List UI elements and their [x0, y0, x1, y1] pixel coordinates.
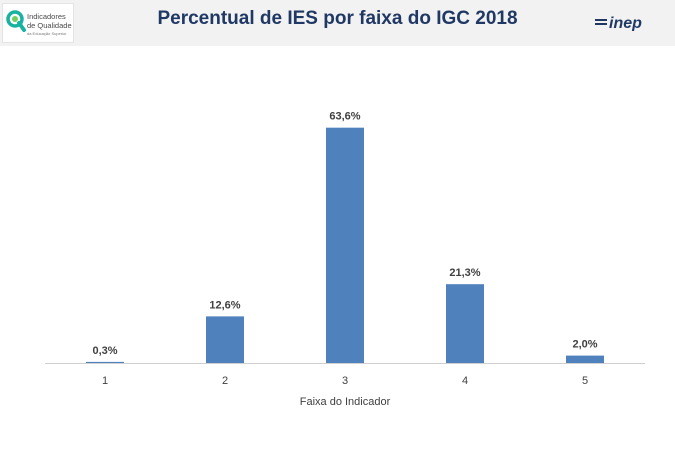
data-label-2: 12,6% — [209, 299, 240, 311]
data-label-4: 21,3% — [449, 267, 480, 279]
inep-logo-text: inep — [609, 15, 642, 31]
indicadores-logo: Indicadores de Qualidade da Educação Sup… — [2, 3, 74, 43]
logo-left-line3: da Educação Superior — [27, 31, 67, 36]
x-tick-label-3: 3 — [342, 375, 348, 387]
inep-logo: inep — [595, 13, 665, 36]
x-tick-label-4: 4 — [462, 375, 468, 387]
magnifier-leaf-icon — [6, 10, 26, 32]
x-axis-label: Faixa do Indicador — [300, 396, 391, 408]
page-title: Percentual de IES por faixa do IGC 2018 — [157, 8, 518, 29]
bar-chart: 0,3% 12,6% 63,6% 21,3% 2,0% 1 2 3 4 5 Faixa do I… — [45, 111, 645, 408]
bar-2 — [206, 316, 244, 363]
bar-4 — [446, 284, 484, 363]
x-tick-label-5: 5 — [582, 375, 588, 387]
x-tick-label-1: 1 — [102, 375, 108, 387]
data-label-5: 2,0% — [572, 339, 597, 351]
header-bar: Indicadores de Qualidade da Educação Sup… — [0, 0, 675, 46]
logo-left-line2: de Qualidade — [27, 21, 72, 30]
data-label-1: 0,3% — [92, 345, 117, 357]
x-tick-label-2: 2 — [222, 375, 228, 387]
bar-5 — [566, 355, 604, 363]
bar-3 — [326, 127, 364, 364]
logo-left-line1: Indicadores — [27, 12, 66, 21]
data-label-3: 63,6% — [329, 111, 360, 123]
bar-1 — [86, 361, 124, 363]
